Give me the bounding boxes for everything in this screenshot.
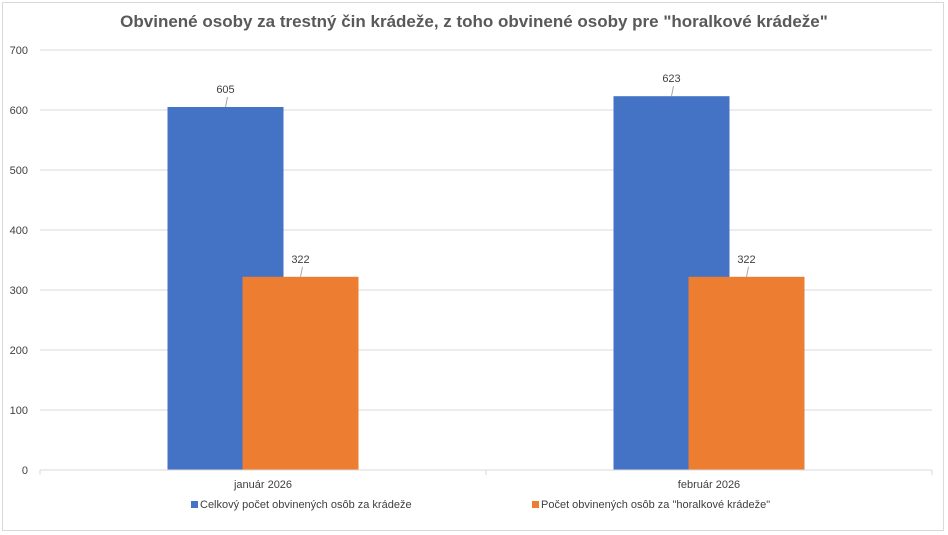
bar [688,276,805,470]
data-label-leader [225,96,228,108]
data-label-leader [671,86,674,97]
y-tick-label: 100 [10,405,28,417]
x-category-label: február 2026 [678,479,740,491]
y-tick-label: 600 [10,105,28,117]
y-tick-label: 200 [10,345,28,357]
y-tick-label: 500 [10,165,28,177]
y-tick-label: 700 [10,45,28,57]
legend-label: Počet obvinených osôb za "horalkové krád… [541,499,770,511]
bars [167,96,805,470]
data-label: 623 [662,73,680,85]
data-labels: 605 322 623 322 [216,73,756,277]
legend-label: Celkový počet obvinených osôb za krádeže [200,499,412,511]
data-label-leader [746,266,749,277]
data-label-leader [300,266,303,277]
data-label: 605 [216,84,234,96]
legend-swatch [191,501,198,508]
x-category-label: január 2026 [233,479,292,491]
bar [242,276,359,470]
legend: Celkový počet obvinených osôb za krádeže… [191,499,770,511]
y-axis-ticks: 0 100 200 300 400 500 600 700 [10,45,28,477]
x-axis: január 2026 február 2026 [39,469,933,491]
data-label: 322 [737,254,755,266]
y-tick-label: 400 [10,225,28,237]
y-tick-label: 300 [10,285,28,297]
y-tick-label: 0 [22,465,28,477]
legend-swatch [532,501,539,508]
data-label: 322 [291,254,309,266]
chart-title: Obvinené osoby za trestný čin krádeže, z… [120,12,828,31]
